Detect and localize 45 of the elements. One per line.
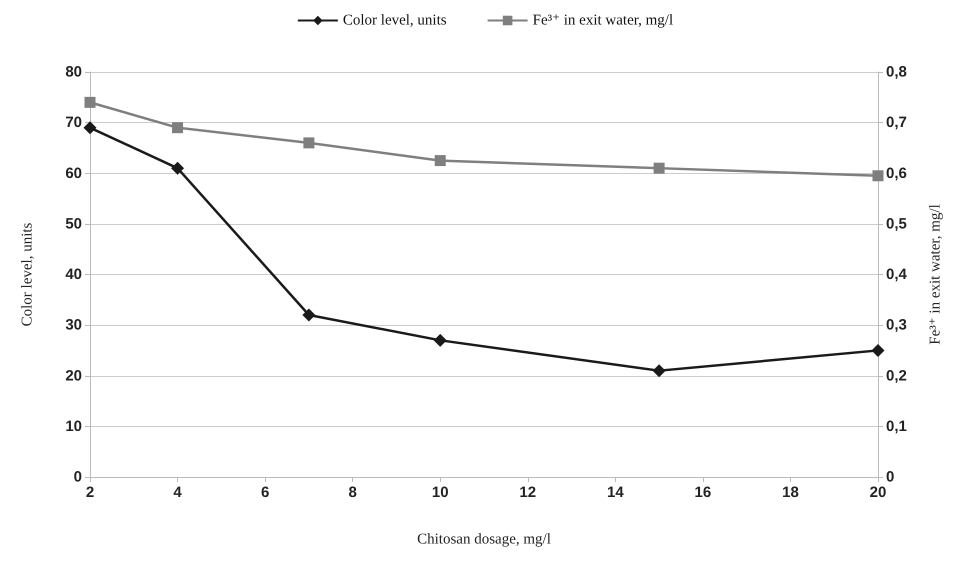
x-tick-label: 4 <box>173 484 182 501</box>
point <box>303 137 314 148</box>
y2-tick-label: 0,3 <box>886 316 907 334</box>
y2-axis-title: Fe³⁺ in exit water, mg/l <box>928 204 944 345</box>
legend-label: Color level, units <box>342 12 447 28</box>
x-tick-label: 18 <box>782 484 799 501</box>
y2-tick-label: 0 <box>886 468 894 486</box>
y-tick-label: 50 <box>65 215 82 232</box>
point <box>434 155 446 166</box>
y-tick-label: 10 <box>65 418 82 435</box>
point <box>302 308 316 322</box>
point <box>872 344 884 357</box>
y-tick-label: 70 <box>65 114 82 132</box>
y2-tick-label: 0,5 <box>886 215 907 232</box>
y2-tick-label: 0,7 <box>886 114 907 132</box>
point <box>654 162 665 174</box>
y2-tick-label: 0,1 <box>886 418 907 435</box>
y-tick-label: 80 <box>65 64 82 80</box>
y2-tick-label: 0,6 <box>886 164 907 182</box>
point <box>84 121 96 134</box>
point <box>84 96 96 108</box>
y2-tick-label: 0,4 <box>886 266 908 283</box>
y-axis-title: Color level, units <box>20 222 36 326</box>
point <box>872 170 884 182</box>
x-tick-label: 20 <box>870 484 886 501</box>
y-tick-label: 60 <box>65 164 82 182</box>
point <box>652 364 666 378</box>
point <box>434 334 447 347</box>
y-tick-label: 0 <box>74 468 82 486</box>
y-tick-label: 30 <box>65 316 82 334</box>
y2-tick-label: 0,2 <box>886 367 907 384</box>
legend-label: Fe³⁺ in exit water, mg/l <box>532 12 674 28</box>
x-tick-label: 2 <box>86 484 94 501</box>
point <box>171 162 184 175</box>
x-tick-label: 6 <box>260 484 270 501</box>
point <box>172 122 184 134</box>
x-tick-label: 16 <box>694 484 712 501</box>
x-tick-label: 14 <box>606 484 624 501</box>
x-tick-label: 10 <box>432 484 449 501</box>
y-tick-label: 20 <box>65 367 82 384</box>
x-tick-label: 8 <box>348 484 357 501</box>
y2-tick-label: 0,8 <box>886 64 907 80</box>
y-tick-label: 40 <box>65 266 82 283</box>
x-tick-label: 12 <box>519 484 536 501</box>
x-axis-title: Chitosan dosage, mg/l <box>417 532 551 548</box>
